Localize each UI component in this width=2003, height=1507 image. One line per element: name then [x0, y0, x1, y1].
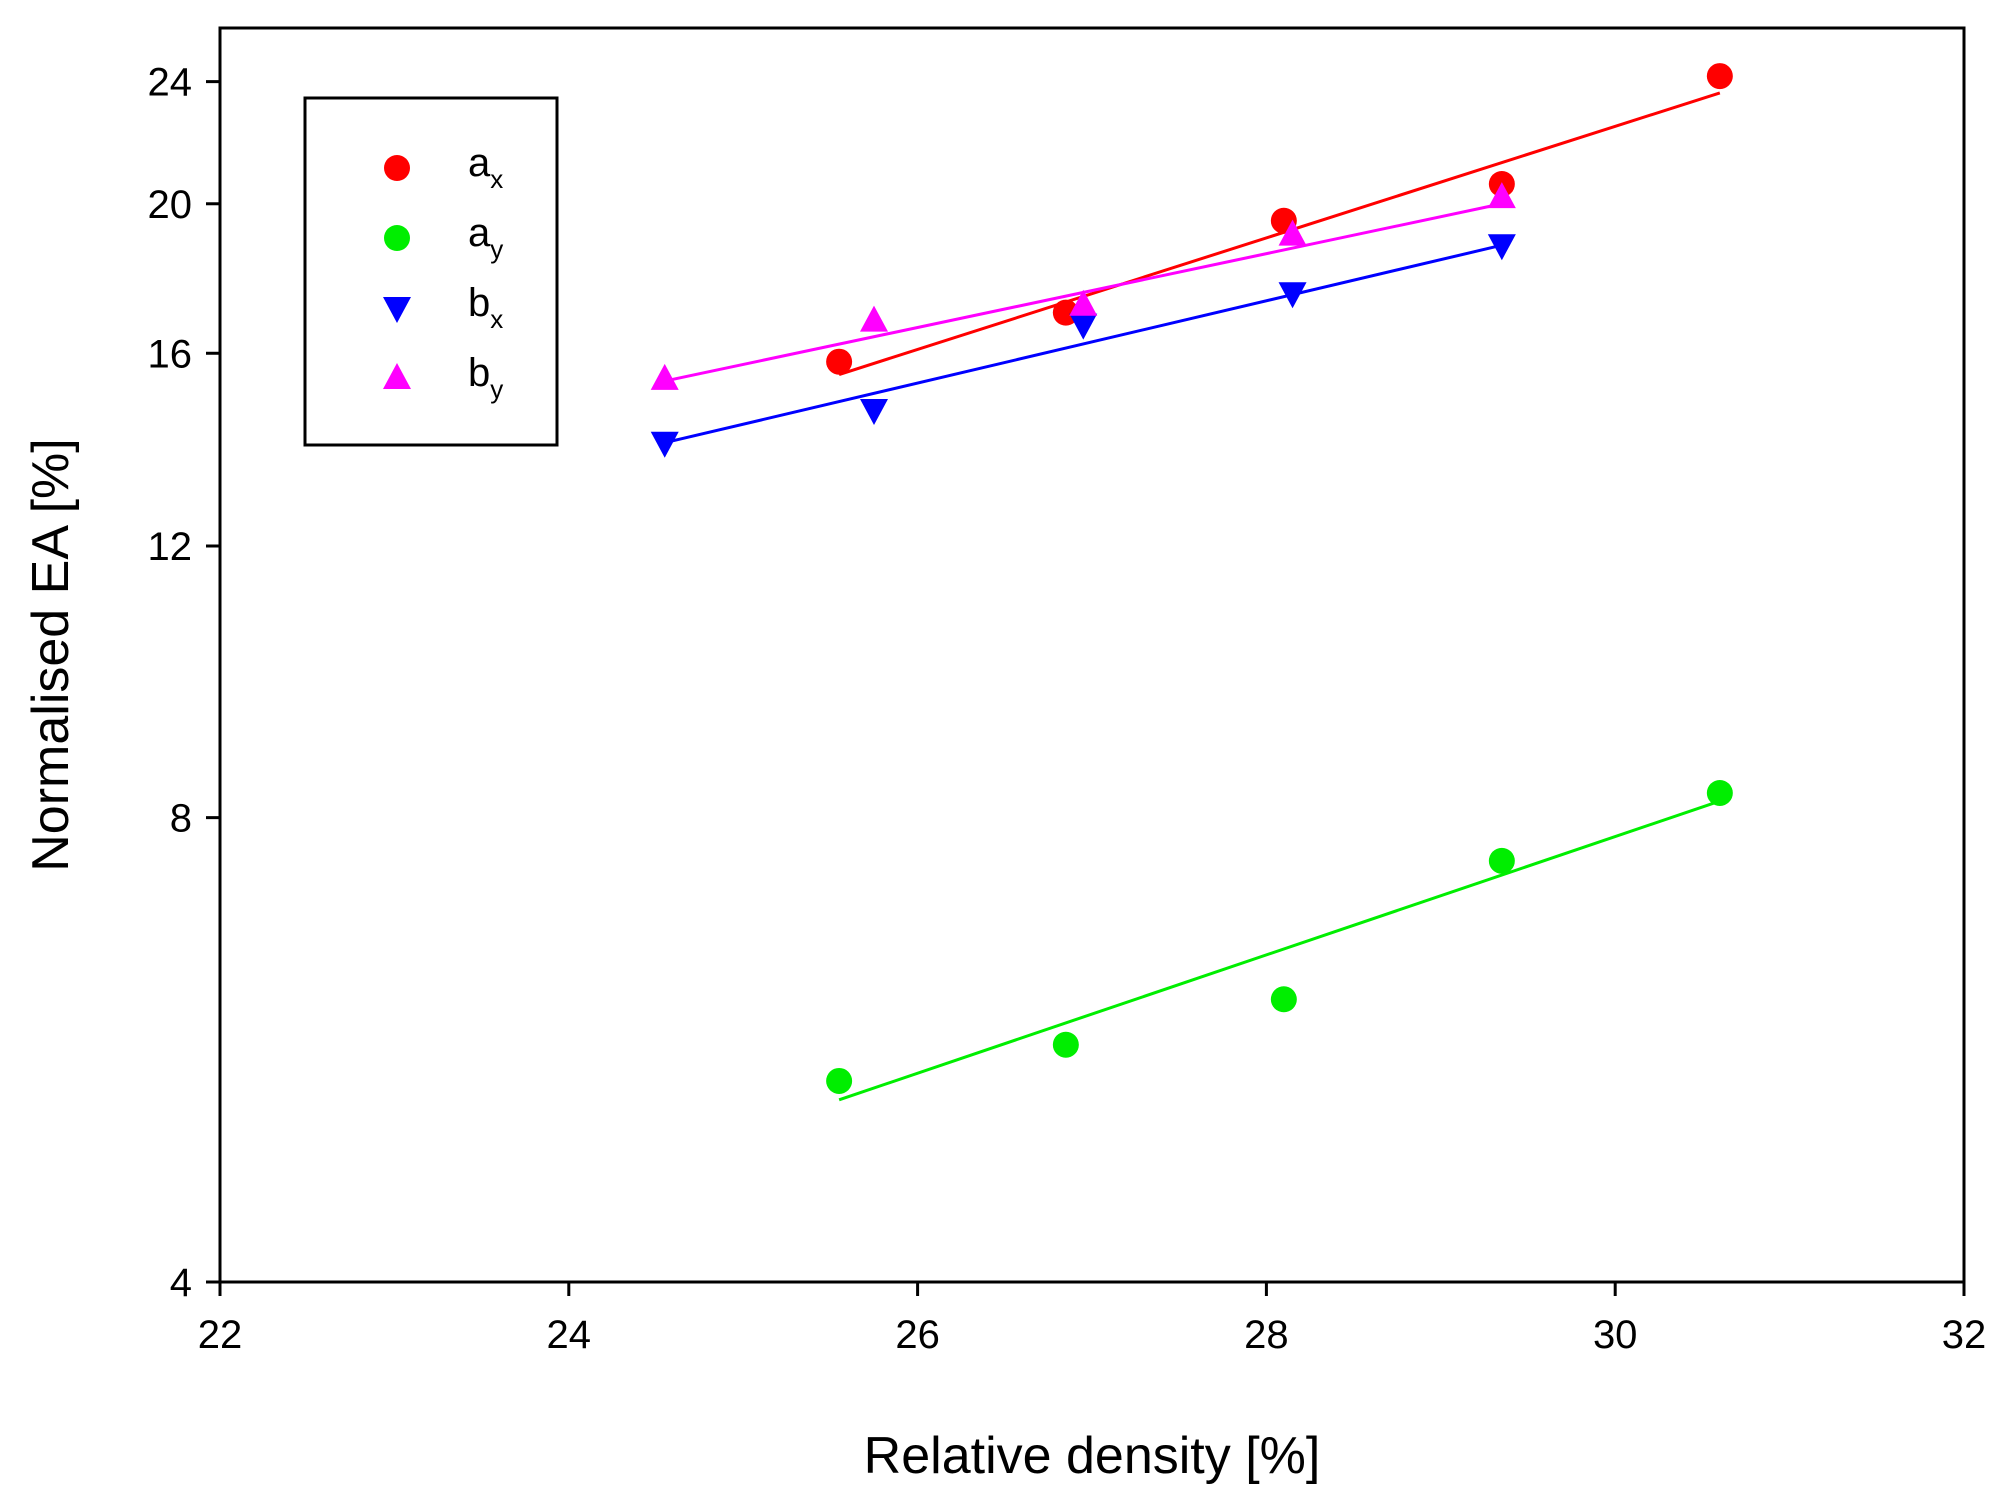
x-axis: 22 24 26 28 30 32 — [198, 1282, 1987, 1357]
y-tick-label: 4 — [170, 1261, 192, 1305]
point-ay — [1270, 986, 1297, 1013]
legend: ax ay bx by — [303, 96, 559, 447]
fit-line-ax — [838, 91, 1721, 376]
point-bx — [860, 399, 888, 426]
point-by — [1069, 289, 1098, 316]
point-ay — [826, 1067, 853, 1094]
point-bx — [1278, 282, 1307, 309]
y-tick-label: 20 — [148, 183, 193, 227]
y-tick-label: 12 — [148, 525, 193, 569]
point-by — [860, 305, 888, 332]
y-tick-label: 16 — [148, 332, 193, 376]
x-tick-label: 22 — [198, 1313, 243, 1357]
y-tick-label: 24 — [148, 61, 193, 105]
legend-marker-ax — [384, 155, 410, 181]
y-axis-title: Normalised EA [%] — [22, 438, 80, 872]
point-by — [650, 363, 679, 390]
legend-label-by: by — [468, 351, 503, 404]
point-bx — [650, 431, 679, 458]
point-ay — [1488, 847, 1515, 874]
y-axis: 4 8 12 16 20 24 — [148, 61, 220, 1305]
x-tick-label: 30 — [1593, 1313, 1638, 1357]
legend-box — [303, 96, 559, 447]
y-tick-label: 8 — [170, 797, 192, 841]
x-tick-label: 24 — [547, 1313, 592, 1357]
legend-marker-bx — [383, 297, 411, 323]
point-bx — [1487, 234, 1516, 261]
point-by — [1278, 219, 1307, 246]
point-ax — [826, 348, 853, 375]
x-tick-label: 26 — [895, 1313, 940, 1357]
legend-marker-ay — [384, 225, 410, 251]
data-points — [650, 63, 1733, 1094]
point-ax — [1706, 63, 1733, 90]
x-tick-label: 32 — [1942, 1313, 1987, 1357]
point-bx — [1069, 313, 1098, 340]
legend-label-ay: ay — [468, 211, 503, 264]
point-ay — [1052, 1031, 1079, 1058]
fit-line-ay — [838, 799, 1721, 1102]
fit-line-bx — [664, 243, 1503, 445]
legend-label-ax: ax — [468, 141, 503, 194]
fit-lines — [664, 91, 1721, 1102]
x-axis-title: Relative density [%] — [864, 1427, 1321, 1485]
plot-frame — [218, 26, 1966, 1284]
legend-marker-by — [383, 363, 411, 389]
point-by — [1487, 182, 1516, 209]
x-tick-label: 28 — [1244, 1313, 1289, 1357]
point-ay — [1706, 779, 1733, 806]
legend-label-bx: bx — [468, 281, 503, 334]
